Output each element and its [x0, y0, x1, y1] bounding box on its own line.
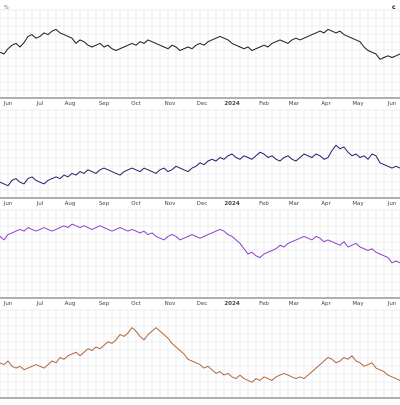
x-tick-label: Dec: [197, 101, 208, 107]
x-tick-label: 2024: [224, 101, 239, 107]
x-tick-label: Oct: [131, 301, 141, 307]
series-line: [0, 327, 400, 383]
x-tick-label: Mar: [289, 101, 300, 107]
series-line: [0, 144, 400, 187]
x-tick-label: Jun: [3, 201, 13, 207]
x-tick-label: May: [352, 301, 364, 307]
x-tick-label: Dec: [197, 301, 208, 307]
chart-panel-3: Jun Jul Aug Sep Oct Nov Dec 2024 Feb Mar Apr May Jun: [0, 209, 400, 307]
chart-panel-1: Jun Jul Aug Sep Oct Nov Dec 2024 Feb Mar Apr May Jun…: [0, 4, 400, 107]
x-tick-label: Apr: [321, 301, 331, 307]
x-tick-label: Dec: [197, 201, 208, 207]
x-tick-label: Jul: [36, 101, 44, 107]
x-tick-label: May: [352, 201, 364, 207]
x-tick-label: Apr: [321, 201, 331, 207]
top-left-label: %: [4, 5, 9, 11]
x-tick-label: Aug: [65, 201, 76, 207]
x-tick-label: Sep: [99, 301, 110, 307]
x-tick-label: Aug: [65, 101, 76, 107]
series-line: [0, 223, 400, 264]
x-tick-label: Jun: [3, 301, 13, 307]
x-tick-label: 2024: [224, 301, 239, 307]
x-tick-label: Mar: [289, 301, 300, 307]
chart-panel-2: Jun Jul Aug Sep Oct Nov Dec 2024 Feb Mar Apr May Jun: [0, 109, 400, 207]
x-tick-label: Jun: [3, 101, 13, 107]
x-tick-label: Oct: [131, 101, 141, 107]
x-tick-label: Jun: [387, 301, 397, 307]
x-tick-label: Feb: [259, 201, 269, 207]
x-tick-label: 2024: [224, 201, 239, 207]
x-tick-label: Aug: [65, 301, 76, 307]
x-tick-label: Nov: [165, 301, 176, 307]
x-tick-label: Feb: [259, 101, 269, 107]
x-tick-label: Sep: [99, 201, 110, 207]
x-tick-label: Jul: [36, 301, 44, 307]
x-tick-label: Sep: [99, 101, 110, 107]
x-tick-label: Jun: [387, 201, 397, 207]
x-tick-label: Nov: [165, 201, 176, 207]
x-tick-label: Jul: [36, 201, 44, 207]
x-tick-label: Nov: [165, 101, 176, 107]
x-tick-label: Apr: [321, 101, 331, 107]
x-tick-label: Jun: [387, 101, 397, 107]
top-right-label: c: [392, 4, 396, 11]
x-tick-label: Feb: [259, 301, 269, 307]
series-line: [0, 28, 400, 60]
x-tick-label: May: [352, 101, 364, 107]
x-tick-label: Mar: [289, 201, 300, 207]
x-tick-label: Oct: [131, 201, 141, 207]
